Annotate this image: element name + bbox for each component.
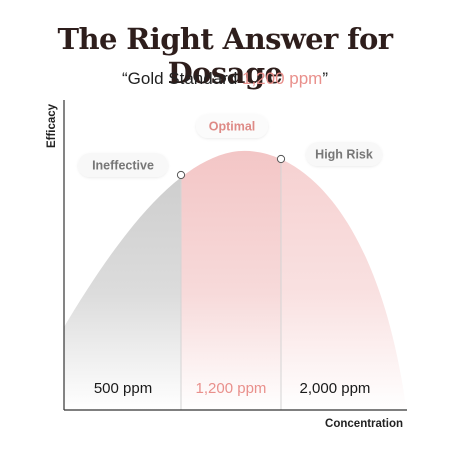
page-title: The Right Answer for Dosage [57,22,394,90]
zone-name-label: Optimal [209,120,256,134]
subtitle: “Gold Standard 1,200 ppm” [0,69,450,89]
zone-area-optimal [181,151,281,410]
subtitle-highlight: 1,200 ppm [242,69,323,88]
y-axis-label: Efficacy [46,103,58,148]
zone-area-ineffective [64,177,181,410]
zone-name-label: High Risk [315,148,373,162]
zone-name-label: Ineffective [92,159,154,173]
dose-label: 2,000 ppm [300,380,371,397]
subtitle-close-quote: ” [322,69,329,88]
dose-label: 500 ppm [94,380,152,397]
boundary-marker [276,154,286,164]
boundary-marker [176,170,186,180]
zone-pill-high-risk: High Risk [306,142,382,166]
x-axis-label: Concentration [325,418,403,430]
zone-pill-background [196,114,268,138]
zone-pill-background [78,153,168,177]
zone-pill-ineffective: Ineffective [78,153,168,177]
subtitle-open-quote: “ [121,69,128,88]
zone-pill-optimal: Optimal [196,114,268,138]
dose-label: 1,200 ppm [196,380,267,397]
zone-area-high-risk [281,159,407,410]
zone-pill-background [306,142,382,166]
subtitle-prefix: Gold Standard [127,69,242,88]
